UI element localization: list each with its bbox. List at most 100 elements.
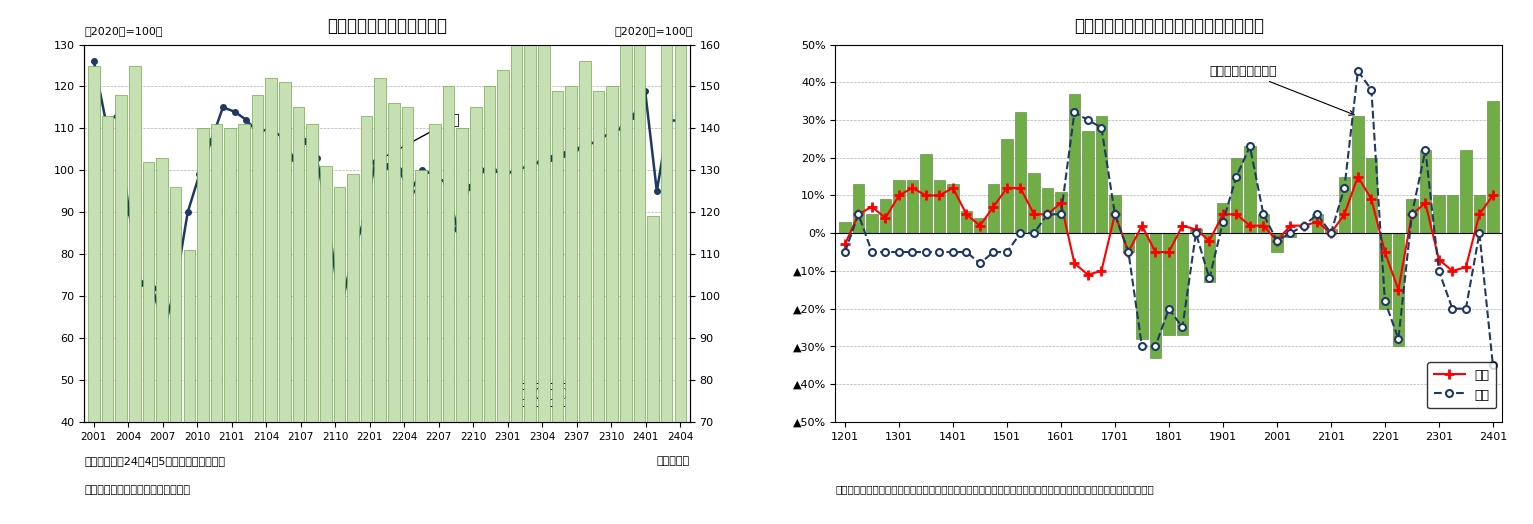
Bar	[1001, 139, 1013, 233]
出荷	[1484, 192, 1502, 199]
出荷	[1038, 211, 1056, 217]
Bar	[129, 66, 141, 422]
Bar	[429, 124, 440, 422]
Bar	[1352, 116, 1364, 233]
出荷	[1024, 211, 1042, 217]
在庫	[1240, 143, 1259, 149]
Bar	[1096, 116, 1107, 233]
Text: （注）生産の24年4、5月は予測指数で延長: （注）生産の24年4、5月は予測指数で延長	[84, 456, 225, 466]
Bar	[1217, 203, 1228, 233]
Bar	[346, 174, 359, 422]
Bar	[1325, 230, 1337, 233]
Bar	[906, 180, 918, 233]
在庫	[1119, 249, 1137, 255]
Bar	[1473, 195, 1485, 233]
Bar	[839, 222, 851, 233]
出荷	[1079, 271, 1098, 278]
在庫	[1012, 230, 1030, 236]
Bar	[934, 180, 946, 233]
Bar	[894, 180, 904, 233]
Bar	[973, 218, 986, 233]
出荷	[835, 242, 854, 248]
Bar	[947, 184, 958, 233]
Text: 出荷・在庫バランス: 出荷・在庫バランス	[1210, 65, 1354, 115]
出荷	[1416, 200, 1435, 206]
出荷	[1335, 211, 1354, 217]
出荷	[957, 211, 975, 217]
在庫	[1375, 298, 1393, 304]
Bar	[170, 187, 181, 422]
Bar	[497, 70, 509, 422]
Bar	[1392, 233, 1404, 346]
出荷	[1295, 223, 1314, 229]
Bar	[1029, 173, 1039, 233]
Bar	[1285, 233, 1295, 237]
Text: 在庫(右目盛): 在庫(右目盛)	[518, 388, 569, 401]
出荷	[1430, 256, 1449, 263]
Text: （年・月）: （年・月）	[656, 456, 690, 466]
Bar	[647, 216, 659, 422]
出荷	[1133, 223, 1151, 229]
Bar	[920, 154, 932, 233]
Bar	[224, 128, 236, 422]
Legend: 出荷, 在庫: 出荷, 在庫	[1427, 362, 1496, 408]
出荷	[1012, 185, 1030, 191]
出荷	[1443, 268, 1461, 274]
Bar	[607, 86, 618, 422]
出荷	[1349, 173, 1367, 180]
在庫	[944, 249, 963, 255]
出荷	[1091, 268, 1110, 274]
出荷	[1282, 223, 1300, 229]
出荷	[1321, 230, 1340, 236]
在庫	[970, 260, 989, 267]
出荷	[917, 192, 935, 199]
Bar	[1487, 101, 1499, 233]
Text: 生産: 生産	[379, 113, 460, 160]
Bar	[334, 187, 345, 422]
出荷	[849, 211, 868, 217]
出荷	[889, 192, 908, 199]
Bar	[1203, 233, 1216, 282]
出荷	[1228, 211, 1246, 217]
在庫	[1173, 324, 1191, 331]
在庫	[1254, 211, 1272, 217]
Bar	[880, 199, 891, 233]
Bar	[471, 107, 481, 422]
出荷	[1065, 260, 1084, 267]
出荷	[931, 192, 949, 199]
Text: （2020年=100）: （2020年=100）	[84, 26, 162, 36]
在庫	[1268, 237, 1286, 244]
在庫	[1484, 362, 1502, 368]
Bar	[1433, 195, 1444, 233]
在庫	[835, 249, 854, 255]
出荷	[903, 185, 921, 191]
在庫	[889, 249, 908, 255]
在庫	[877, 249, 895, 255]
Bar	[443, 86, 454, 422]
在庫	[1321, 230, 1340, 236]
Title: 輸送機械の生産、在庫動向: 輸送機械の生産、在庫動向	[327, 17, 448, 35]
Text: （注）出荷・在庫バランス＝出荷・前年比－在庫・前年比　（資料）経済産業省「鉱工業指数」　（年・四半期）: （注）出荷・在庫バランス＝出荷・前年比－在庫・前年比 （資料）経済産業省「鉱工業…	[835, 485, 1154, 495]
Bar	[987, 184, 1000, 233]
Bar	[320, 166, 331, 422]
在庫	[1147, 343, 1165, 350]
在庫	[1065, 110, 1084, 116]
Bar	[1122, 233, 1134, 252]
在庫	[1470, 230, 1489, 236]
Bar	[1312, 214, 1323, 233]
出荷	[1308, 219, 1326, 225]
出荷	[1052, 200, 1070, 206]
Bar	[566, 86, 576, 422]
Bar	[510, 32, 523, 422]
Line: 出荷: 出荷	[840, 172, 1498, 294]
Bar	[961, 211, 972, 233]
出荷	[863, 204, 881, 210]
在庫	[1349, 68, 1367, 74]
Bar	[457, 128, 468, 422]
Bar	[661, 24, 673, 422]
出荷	[1470, 211, 1489, 217]
在庫	[957, 249, 975, 255]
Bar	[538, 40, 550, 422]
Bar	[1110, 195, 1121, 233]
出荷	[1159, 249, 1177, 255]
